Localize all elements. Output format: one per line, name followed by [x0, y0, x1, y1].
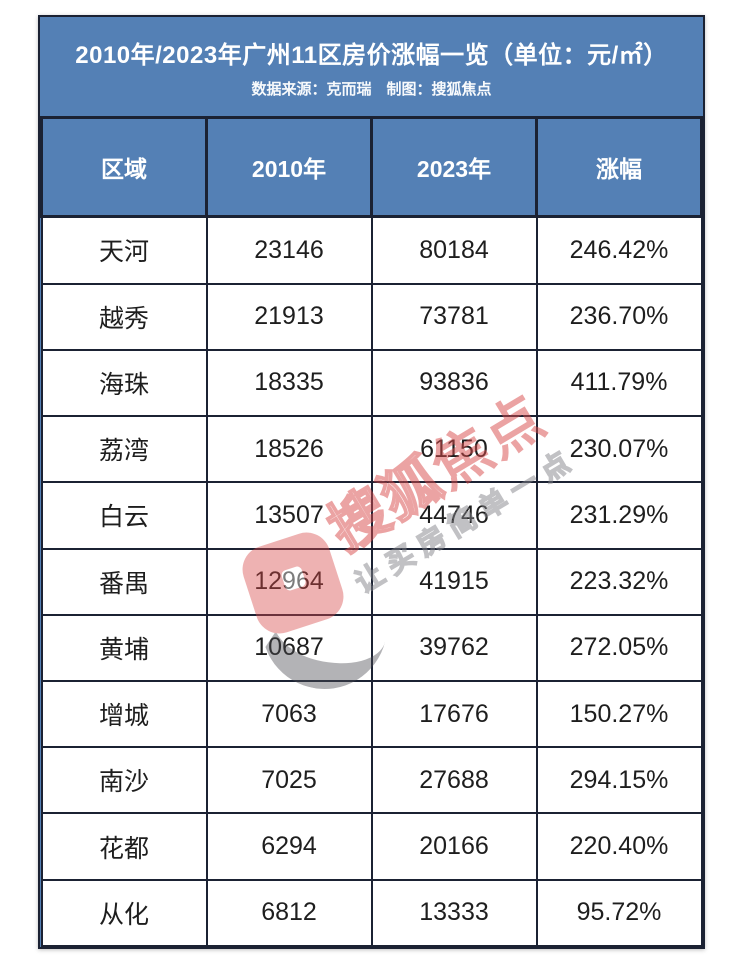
cell-price-2023: 17676: [370, 679, 538, 749]
cell-growth: 150.27%: [535, 679, 703, 749]
cell-price-2010: 7025: [205, 746, 373, 815]
cell-district: 天河: [40, 215, 208, 285]
cell-growth: 272.05%: [535, 613, 703, 682]
cell-growth: 236.70%: [535, 282, 703, 351]
table-row: 黄埔 10687 39762 272.05%: [40, 613, 703, 682]
page-subtitle: 数据来源：克而瑞 制图：搜狐焦点: [251, 80, 492, 98]
cell-district: 从化: [40, 878, 208, 948]
table-row: 越秀 21913 73781 236.70%: [40, 282, 703, 351]
cell-price-2023: 27688: [370, 746, 538, 815]
table-header: 区域 2010年 2023年 涨幅: [40, 116, 703, 218]
cell-price-2010: 12964: [205, 547, 373, 616]
cell-price-2023: 73781: [370, 282, 538, 351]
table-row: 花都 6294 20166 220.40%: [40, 812, 703, 881]
cell-growth: 95.72%: [535, 878, 703, 948]
cell-price-2023: 61150: [370, 415, 538, 484]
cell-district: 白云: [40, 481, 208, 550]
table-row: 荔湾 18526 61150 230.07%: [40, 415, 703, 484]
header-cell-growth: 涨幅: [535, 116, 703, 218]
header-row: 区域 2010年 2023年 涨幅: [40, 116, 703, 218]
cell-district: 南沙: [40, 746, 208, 815]
cell-growth: 246.42%: [535, 215, 703, 285]
cell-growth: 294.15%: [535, 746, 703, 815]
cell-growth: 220.40%: [535, 812, 703, 881]
header-cell-2023: 2023年: [370, 116, 538, 218]
cell-growth: 223.32%: [535, 547, 703, 616]
table-row: 海珠 18335 93836 411.79%: [40, 348, 703, 418]
cell-price-2023: 13333: [370, 878, 538, 948]
cell-district: 增城: [40, 679, 208, 749]
cell-price-2023: 20166: [370, 812, 538, 881]
header-cell-2010: 2010年: [205, 116, 373, 218]
cell-price-2010: 18335: [205, 348, 373, 418]
price-table-card: 2010年/2023年广州11区房价涨幅一览（单位：元/㎡） 数据来源：克而瑞 …: [38, 15, 705, 949]
header-cell-district: 区域: [40, 116, 208, 218]
table-row: 白云 13507 44746 231.29%: [40, 481, 703, 550]
cell-district: 番禺: [40, 547, 208, 616]
cell-growth: 231.29%: [535, 481, 703, 550]
cell-price-2010: 21913: [205, 282, 373, 351]
cell-price-2010: 6294: [205, 812, 373, 881]
table-row: 天河 23146 80184 246.42%: [40, 215, 703, 285]
cell-growth: 411.79%: [535, 348, 703, 418]
table-row: 从化 6812 13333 95.72%: [40, 878, 703, 948]
price-table: 区域 2010年 2023年 涨幅 天河 23146 80184 246.42% 越秀 2…: [40, 116, 703, 948]
table-row: 增城 7063 17676 150.27%: [40, 679, 703, 749]
cell-price-2010: 6812: [205, 878, 373, 948]
cell-price-2023: 80184: [370, 215, 538, 285]
table-row: 南沙 7025 27688 294.15%: [40, 746, 703, 815]
cell-district: 黄埔: [40, 613, 208, 682]
cell-price-2010: 18526: [205, 415, 373, 484]
table-row: 番禺 12964 41915 223.32%: [40, 547, 703, 616]
title-band: 2010年/2023年广州11区房价涨幅一览（单位：元/㎡） 数据来源：克而瑞 …: [40, 17, 703, 116]
cell-growth: 230.07%: [535, 415, 703, 484]
cell-district: 花都: [40, 812, 208, 881]
cell-district: 荔湾: [40, 415, 208, 484]
cell-district: 海珠: [40, 348, 208, 418]
cell-price-2010: 23146: [205, 215, 373, 285]
table-body: 天河 23146 80184 246.42% 越秀 21913 73781 236.70% 海珠…: [40, 215, 703, 948]
cell-price-2010: 13507: [205, 481, 373, 550]
cell-district: 越秀: [40, 282, 208, 351]
cell-price-2010: 10687: [205, 613, 373, 682]
cell-price-2023: 93836: [370, 348, 538, 418]
cell-price-2023: 44746: [370, 481, 538, 550]
cell-price-2023: 39762: [370, 613, 538, 682]
cell-price-2010: 7063: [205, 679, 373, 749]
page-title: 2010年/2023年广州11区房价涨幅一览（单位：元/㎡）: [75, 41, 668, 69]
cell-price-2023: 41915: [370, 547, 538, 616]
